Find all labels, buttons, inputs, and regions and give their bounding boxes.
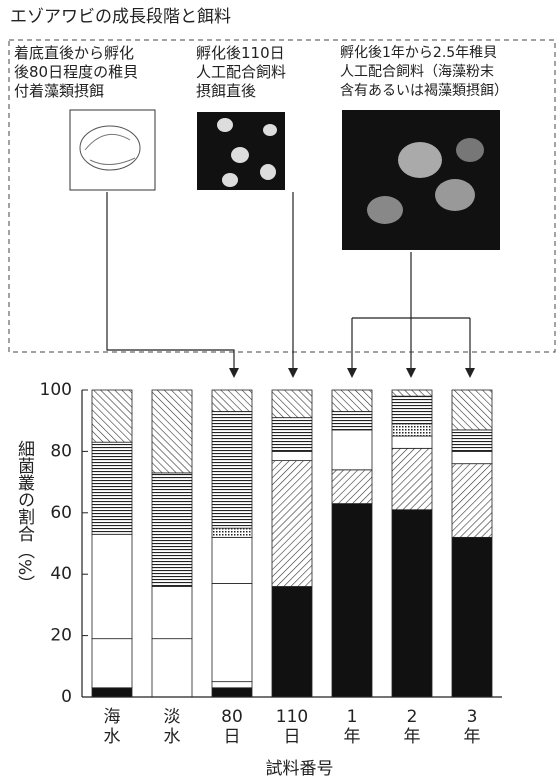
bar-segment (92, 534, 132, 638)
x-tick-label: 海 水 (82, 707, 142, 747)
panel-text: 孵化後110日 人工配合飼料 摂餌直後 (196, 44, 286, 101)
y-tick-label: 100 (40, 380, 72, 400)
chart: 0 20 40 60 80 100 (0, 0, 559, 783)
bar-segment (452, 430, 492, 451)
bar-segment (92, 639, 132, 688)
bar-segment (332, 470, 372, 504)
bar-segment (212, 688, 252, 697)
bar-segment (332, 411, 372, 429)
bar-segment (392, 424, 432, 436)
y-axis-label: 細菌叢の割合（%） (14, 440, 34, 592)
bar-segment (332, 504, 372, 697)
y-tick-label: 60 (50, 503, 72, 523)
bar-segment (272, 451, 312, 460)
bar-segment (212, 411, 252, 528)
bar-segment (92, 442, 132, 534)
bar-segment (212, 583, 252, 681)
page: 0 20 40 60 80 100 エゾアワビの成長段階と餌料 着底直後から孵化 後80日… (0, 0, 559, 783)
bar-segment (392, 396, 432, 424)
bar-segment (272, 418, 312, 452)
bar-segment (92, 390, 132, 442)
x-tick-label: 3 年 (442, 707, 502, 747)
bar-segment (152, 390, 192, 473)
bar-segment (212, 682, 252, 688)
bar-segment (392, 390, 432, 396)
bar-segment (152, 473, 192, 587)
bar-segment (392, 510, 432, 697)
bar-segment (332, 430, 372, 470)
bar-segment (332, 390, 372, 411)
x-tick-label: 80 日 (202, 707, 262, 747)
y-tick-label: 40 (50, 564, 72, 584)
bar-segment (272, 586, 312, 697)
x-tick-label: 淡 水 (142, 707, 202, 747)
x-tick-label: 110 日 (262, 707, 322, 747)
bar-segment (152, 586, 192, 638)
diagram-title: エゾアワビの成長段階と餌料 (10, 8, 231, 27)
bar-segment (452, 464, 492, 538)
bar-segment (452, 390, 492, 430)
panel-text: 孵化後1年から2.5年稚貝 人工配合飼料（海藻粉末 含有あるいは褐藻類摂餌） (340, 44, 508, 101)
x-tick-label: 1 年 (322, 707, 382, 747)
x-axis-label: 試料番号 (0, 760, 559, 779)
panel-text: 着底直後から孵化 後80日程度の稚貝 付着藻類摂餌 (14, 44, 138, 101)
bar-segment (92, 688, 132, 697)
x-tick-label: 2 年 (382, 707, 442, 747)
y-tick-label: 0 (61, 687, 72, 707)
photo (70, 110, 500, 250)
bar-segment (272, 390, 312, 418)
bar-segment (212, 528, 252, 537)
bar-segment (452, 451, 492, 463)
bar-segment (212, 537, 252, 583)
bar-segment (392, 448, 432, 509)
bar-segment (452, 537, 492, 697)
bar-segment (272, 461, 312, 587)
bar-segment (212, 390, 252, 411)
bar-segment (392, 436, 432, 448)
y-tick-label: 20 (50, 626, 72, 646)
arrowheads (229, 368, 475, 378)
bar-segment (152, 639, 192, 697)
y-tick-label: 80 (50, 441, 72, 461)
